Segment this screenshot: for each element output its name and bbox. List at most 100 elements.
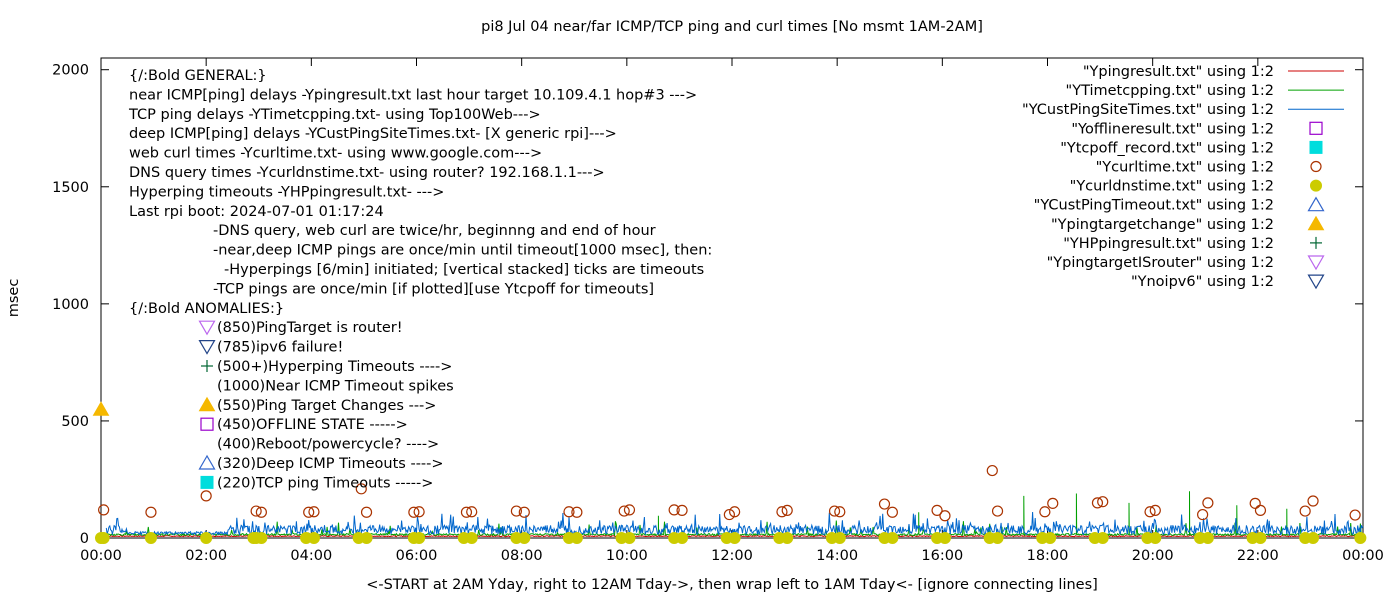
legend-entry-label: "Ynoipv6" using 1:2 bbox=[1131, 274, 1274, 290]
data-point-curldnstime bbox=[144, 532, 157, 544]
x-tick-label: 04:00 bbox=[290, 548, 332, 564]
annotation-text: TCP ping delays -YTimetcpping.txt- using… bbox=[128, 107, 541, 123]
x-axis-label: <-START at 2AM Yday, right to 12AM Tday-… bbox=[366, 577, 1098, 593]
legend: "Ypingresult.txt" using 1:2 "YTimetcpping… bbox=[1022, 64, 1344, 290]
x-tick-label: 20:00 bbox=[1132, 548, 1174, 564]
data-point-curltime bbox=[886, 506, 898, 518]
data-point-curltime bbox=[776, 506, 788, 518]
legend-entry-label: "Ycurltime.txt" using 1:2 bbox=[1096, 160, 1274, 176]
data-point-curltime bbox=[563, 506, 575, 518]
series-points bbox=[92, 401, 1367, 544]
data-point-curldnstime bbox=[833, 532, 846, 544]
anomaly-key-text: (850)PingTarget is router! bbox=[217, 320, 403, 336]
data-point-curltime bbox=[1249, 497, 1261, 509]
annotation-text: DNS query times -Ycurldnstime.txt- using… bbox=[129, 165, 605, 181]
data-point-curldnstime bbox=[1254, 532, 1267, 544]
annotation-text: -near,deep ICMP pings are once/min until… bbox=[213, 243, 712, 259]
data-point-curltime bbox=[1047, 497, 1059, 509]
anomaly-key-text: (400)Reboot/powercycle? ----> bbox=[217, 437, 439, 453]
anomaly-key-text: (320)Deep ICMP Timeouts ----> bbox=[217, 456, 444, 472]
data-point-curltime bbox=[828, 505, 841, 517]
anomaly-key-text: (220)TCP ping Timeouts -----> bbox=[217, 475, 433, 491]
data-point-curltime bbox=[1149, 504, 1161, 516]
data-point-curldnstime bbox=[1096, 532, 1109, 544]
data-point-curldnstime bbox=[518, 532, 531, 544]
annotation-text: -DNS query, web curl are twice/hr, begin… bbox=[213, 223, 656, 239]
annotation-text: Last rpi boot: 2024-07-01 01:17:24 bbox=[129, 204, 384, 220]
data-point-curldnstime bbox=[1307, 532, 1320, 544]
data-point-curltime bbox=[878, 498, 891, 510]
data-point-curltime bbox=[618, 505, 630, 517]
annotation-text: deep ICMP[ping] delays -YCustPingSiteTim… bbox=[129, 126, 617, 142]
annotations: {/:Bold GENERAL:} near ICMP[ping] delays … bbox=[128, 68, 712, 491]
legend-entry-label: "Ypingtargetchange" using 1:2 bbox=[1051, 217, 1274, 233]
data-point-curltime bbox=[1091, 497, 1104, 509]
data-point-curltime bbox=[413, 506, 425, 518]
data-point-curldnstime bbox=[570, 532, 583, 544]
y-tick-label: 2000 bbox=[52, 63, 89, 79]
chart-title: pi8 Jul 04 near/far ICMP/TCP ping and cu… bbox=[481, 19, 983, 35]
data-point-curltime bbox=[200, 490, 212, 502]
data-point-curldnstime bbox=[781, 532, 794, 544]
data-point-curltime bbox=[781, 504, 793, 516]
data-point-curltime bbox=[255, 506, 267, 518]
data-point-curltime bbox=[1349, 509, 1361, 521]
legend-entry-label: "YTimetcpping.txt" using 1:2 bbox=[1066, 83, 1274, 99]
data-point-curltime bbox=[931, 504, 943, 516]
legend-swatch bbox=[1310, 179, 1322, 192]
y-axis-label: msec bbox=[6, 279, 22, 318]
x-tick-label: 02:00 bbox=[185, 548, 227, 564]
legend-swatch bbox=[1309, 121, 1323, 135]
anomaly-key-text: (500+)Hyperping Timeouts ----> bbox=[217, 359, 452, 375]
legend-swatch bbox=[1307, 255, 1325, 271]
data-point-curldnstime bbox=[360, 532, 373, 544]
anomaly-key-text: (450)OFFLINE STATE -----> bbox=[217, 417, 408, 433]
annotation-text: web curl times -Ycurltime.txt- using www… bbox=[129, 146, 542, 162]
x-tick-label: 22:00 bbox=[1237, 548, 1279, 564]
x-tick-label: 18:00 bbox=[1027, 548, 1069, 564]
data-point-curltime bbox=[991, 505, 1004, 517]
x-tick-label: 08:00 bbox=[501, 548, 543, 564]
annotation-text: {/:Bold ANOMALIES:} bbox=[129, 301, 284, 317]
data-point-curltime bbox=[1307, 495, 1319, 507]
anomaly-key-text: (1000)Near ICMP Timeout spikes bbox=[217, 378, 454, 394]
data-point-pingtargetchange bbox=[92, 401, 110, 416]
data-point-curldnstime bbox=[97, 532, 110, 544]
data-point-curldnstime bbox=[623, 532, 636, 544]
x-tick-label: 10:00 bbox=[606, 548, 648, 564]
data-point-curldnstime bbox=[991, 532, 1004, 544]
legend-entry-label: "YCustPingTimeout.txt" using 1:2 bbox=[1034, 198, 1274, 214]
legend-entry-label: "YCustPingSiteTimes.txt" using 1:2 bbox=[1022, 102, 1274, 118]
data-point-curltime bbox=[1202, 497, 1214, 509]
legend-swatch bbox=[1310, 236, 1322, 249]
data-point-curltime bbox=[145, 506, 157, 518]
x-tick-label: 00:00 bbox=[80, 548, 122, 564]
data-point-curltime bbox=[834, 506, 846, 518]
annotation-text: -Hyperpings [6/min] initiated; [vertical… bbox=[224, 262, 704, 278]
legend-entry-label: "Ycurldnstime.txt" using 1:2 bbox=[1070, 179, 1274, 195]
x-tick-label: 06:00 bbox=[396, 548, 438, 564]
data-point-curltime bbox=[98, 504, 110, 516]
data-point-curltime bbox=[729, 506, 741, 518]
anomaly-key-text: (550)Ping Target Changes ---> bbox=[217, 398, 436, 414]
data-point-curltime bbox=[460, 506, 473, 518]
data-point-curldnstime bbox=[413, 532, 426, 544]
anomaly-symbol bbox=[201, 360, 213, 372]
data-point-curltime bbox=[1097, 496, 1109, 508]
anomaly-symbol bbox=[200, 475, 214, 489]
data-point-curldnstime bbox=[255, 532, 268, 544]
data-point-curltime bbox=[668, 504, 680, 516]
series-lines bbox=[100, 491, 1364, 538]
anomaly-key-text: (785)ipv6 failure! bbox=[217, 340, 343, 356]
anomaly-symbol bbox=[200, 417, 214, 431]
y-tick-label: 0 bbox=[80, 531, 89, 547]
legend-swatch bbox=[1307, 215, 1325, 231]
data-point-curltime bbox=[355, 483, 367, 495]
data-point-curltime bbox=[986, 464, 998, 477]
legend-entry-label: "Yofflineresult.txt" using 1:2 bbox=[1071, 121, 1274, 137]
data-point-curldnstime bbox=[938, 532, 951, 544]
anomaly-symbol bbox=[198, 454, 216, 470]
legend-swatch bbox=[1307, 196, 1325, 212]
x-tick-label: 14:00 bbox=[816, 548, 858, 564]
